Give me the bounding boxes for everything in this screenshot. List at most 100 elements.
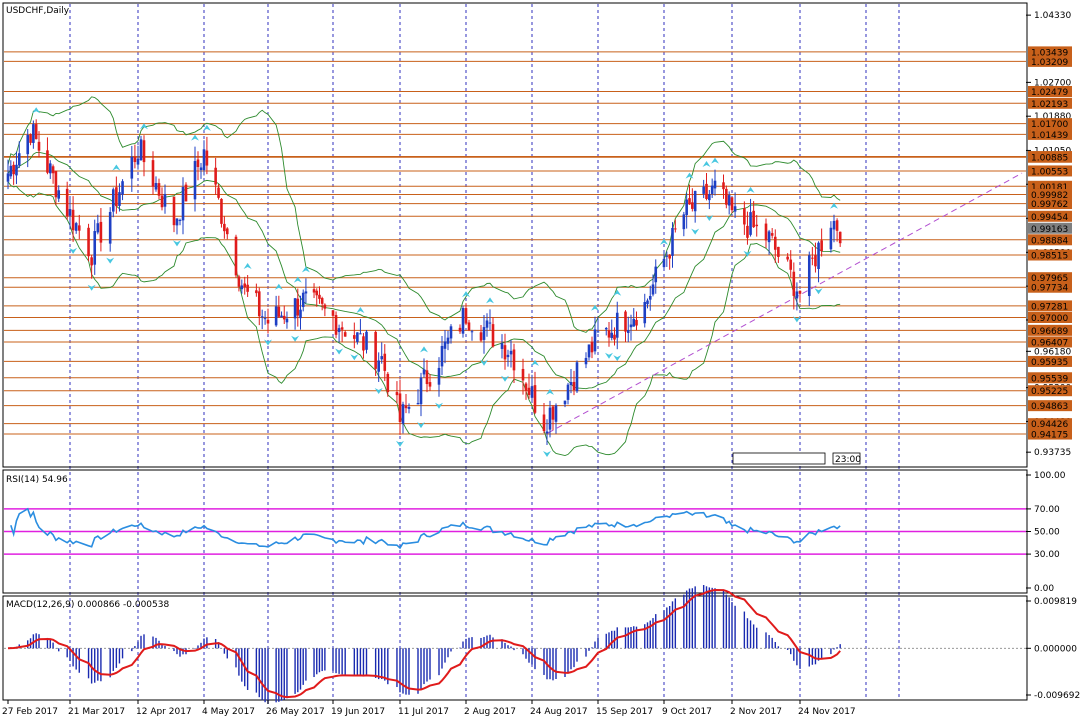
time-label: 2 Nov 2017: [730, 707, 782, 717]
price-panel[interactable]: USDCHF,Daily 23:00: [2, 2, 1028, 468]
candle-body: [587, 344, 591, 358]
candle-body: [178, 219, 182, 221]
time-label: 24 Nov 2017: [798, 707, 856, 717]
candle-body: [470, 331, 474, 333]
candle-body: [509, 350, 513, 355]
candle-body: [407, 406, 411, 409]
level-box: [1028, 118, 1072, 130]
fractal-up-arrow: [202, 124, 211, 131]
macd-panel[interactable]: MACD(12,26,9) 0.000866 -0.000538: [2, 585, 1028, 704]
candle-body: [65, 188, 69, 217]
fractal-up-arrow: [243, 263, 252, 270]
candle-body: [419, 377, 423, 405]
candle-body: [274, 306, 278, 326]
candle-body: [15, 164, 18, 176]
candle-body: [196, 159, 200, 168]
candle-body: [315, 290, 319, 296]
candle-body: [668, 255, 671, 259]
fractal-up-arrow: [685, 172, 694, 179]
fractal-up-arrow: [531, 359, 539, 366]
candle-body: [764, 223, 768, 241]
price-tick-label: 1.04330: [1034, 11, 1071, 21]
candle-body: [811, 257, 814, 259]
level-label: 0.98884: [1031, 236, 1068, 246]
level-label: 1.00885: [1031, 154, 1068, 164]
candle-body: [569, 382, 573, 386]
level-label: 1.01439: [1031, 131, 1068, 141]
level-box: [1028, 355, 1072, 367]
candle-body: [746, 225, 749, 238]
candle-body: [87, 227, 90, 257]
candle-body: [767, 231, 771, 243]
candle-body: [115, 187, 118, 207]
candle-body: [488, 322, 492, 324]
level-label: 0.99454: [1031, 213, 1068, 223]
fractal-up-arrow: [613, 289, 622, 296]
candle-body: [464, 308, 468, 324]
macd-signal-line: [7, 589, 841, 699]
candle-body: [285, 318, 289, 323]
level-box: [1028, 372, 1072, 384]
candle-body: [533, 385, 537, 413]
candle-body: [353, 335, 356, 339]
fractal-down-arrow: [350, 354, 359, 361]
fractal-down-arrow: [173, 240, 181, 247]
fractal-down-arrow: [792, 316, 801, 323]
fractal-up-arrow: [462, 291, 470, 298]
level-label: 1.02193: [1031, 100, 1068, 110]
level-box: [1028, 55, 1072, 67]
candle-body: [181, 186, 185, 221]
price-axis: 1.043301.027001.018801.010501.002300.994…: [1026, 11, 1072, 458]
candle-body: [386, 373, 390, 393]
candle-body: [722, 182, 725, 190]
bollinger-lower: [7, 181, 841, 456]
candle-body: [257, 291, 261, 317]
time-label: 12 Apr 2017: [136, 707, 192, 717]
candle-body: [111, 189, 115, 212]
candle-body: [163, 194, 167, 207]
candle-body: [792, 271, 796, 296]
candle-body: [237, 276, 241, 287]
candle-body: [193, 161, 197, 200]
timer-label: 23:00: [835, 455, 861, 465]
rsi-tick-label: 0.00: [1034, 584, 1054, 594]
level-label: 0.94863: [1031, 402, 1068, 412]
candle-body: [68, 209, 72, 216]
candle-body: [157, 183, 161, 196]
macd-axis: 0.009819 0.000000 -0.009692: [1026, 597, 1080, 701]
level-label: 0.97281: [1031, 302, 1068, 312]
candle-body: [461, 308, 465, 334]
candle-body: [71, 209, 75, 231]
candle-body: [749, 212, 752, 235]
level-label: 1.03209: [1031, 58, 1068, 68]
candle-body: [304, 291, 308, 294]
candle-body: [467, 322, 471, 331]
candle-body: [674, 228, 677, 230]
rsi-tick-label: 70.00: [1034, 505, 1060, 515]
candle-body: [29, 134, 32, 143]
candle-body: [530, 386, 534, 398]
level-box: [1028, 165, 1072, 177]
bollinger-middle: [7, 151, 841, 390]
candle-body: [93, 231, 97, 265]
candle-body: [615, 312, 619, 338]
candle-body: [37, 141, 41, 151]
level-label: 0.98515: [1031, 252, 1068, 262]
candle-body: [318, 294, 321, 299]
fractal-up-arrow: [702, 160, 711, 167]
candle-body: [293, 298, 297, 319]
candle-body: [337, 328, 341, 333]
candle-body: [838, 231, 842, 244]
candle-body: [34, 124, 38, 140]
candle-body: [9, 165, 13, 177]
rsi-axis: 100.00 70.00 50.00 30.00 0.00: [1026, 471, 1066, 594]
candle-body: [593, 329, 597, 352]
candle-body: [398, 393, 402, 422]
candle-body: [356, 332, 359, 342]
session-timer: 23:00: [732, 452, 861, 465]
level-label: 1.03439: [1031, 48, 1068, 58]
candle-body: [604, 327, 608, 330]
candle-body: [500, 343, 504, 349]
candle-body: [624, 311, 627, 332]
